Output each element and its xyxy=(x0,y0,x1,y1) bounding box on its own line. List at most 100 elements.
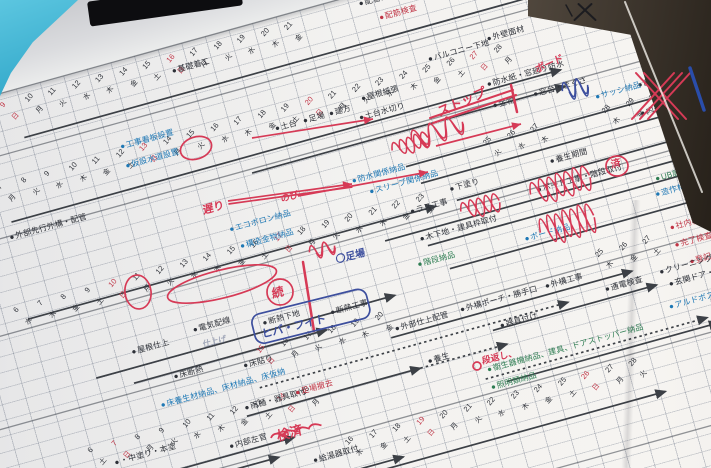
task-text: 完了検査 xyxy=(679,230,711,248)
date-weekday: 土 xyxy=(152,72,163,83)
date-weekday: 水 xyxy=(24,316,35,327)
date-number: 24 xyxy=(396,68,409,81)
date-weekday: 水 xyxy=(337,336,348,347)
date-weekday: 木 xyxy=(213,264,223,275)
task-text: 断熱下地 xyxy=(267,308,302,326)
date-number: 27 xyxy=(528,121,541,134)
date-number: 23 xyxy=(508,388,521,401)
date-weekday: 木 xyxy=(378,218,389,229)
task-text: 屋根仕上 xyxy=(136,337,171,355)
date-number: 26 xyxy=(616,240,629,253)
date-weekday: 水 xyxy=(192,430,203,441)
date-number: 15 xyxy=(254,342,267,355)
date-number: 11 xyxy=(45,85,58,98)
task-text: 養生期間 xyxy=(554,146,589,165)
task-label: ●外部先行外構・配管 xyxy=(8,212,88,242)
date-weekday: 木 xyxy=(105,85,116,96)
date-weekday: 水 xyxy=(497,408,507,419)
date-number: 20 xyxy=(372,309,385,323)
date-number: 11 xyxy=(89,154,102,166)
task-label: ●土台 xyxy=(274,118,298,133)
task-label: ●外壁面材 xyxy=(486,24,526,43)
task-label: ●足場撤去 xyxy=(294,378,335,397)
task-label: ●養生 xyxy=(427,351,451,366)
date-weekday: 木 xyxy=(540,134,551,145)
date-number: 17 xyxy=(231,114,244,127)
task-text: 外部仕上配管 xyxy=(399,309,450,332)
task-label: ●足場 xyxy=(302,110,326,126)
task-text: 足場 xyxy=(307,110,326,124)
task-text: 足場撤去 xyxy=(300,378,335,396)
date-weekday: 木 xyxy=(78,173,89,184)
date-weekday: 月 xyxy=(310,397,321,408)
task-label: ●器具付け xyxy=(499,311,539,330)
task-label: ●ボード納品 xyxy=(523,222,571,243)
date-number: 25 xyxy=(555,375,568,388)
task-label: ●屋根紙張 xyxy=(360,84,400,103)
date-weekday: 月 xyxy=(34,105,45,115)
date-weekday: 金 xyxy=(236,257,247,268)
task-text: 金物 xyxy=(497,95,516,109)
date-weekday: 火 xyxy=(493,148,504,158)
task-text: 断熱工事 xyxy=(334,297,369,316)
date-weekday: 日 xyxy=(426,428,437,439)
date-number: 21 xyxy=(281,19,295,32)
date-number: 20 xyxy=(342,211,355,224)
task-text: 建方 xyxy=(333,103,352,117)
schedule-arrow xyxy=(110,435,296,468)
date-number: 12 xyxy=(227,403,240,417)
date-weekday: 金 xyxy=(294,33,305,43)
date-number: 18 xyxy=(211,39,224,52)
task-text: 基礎着工 xyxy=(176,56,211,74)
date-number: 29 xyxy=(623,96,636,109)
date-number: 25 xyxy=(420,62,433,75)
date-number: 7 xyxy=(34,298,45,308)
date-number: 15 xyxy=(140,58,153,71)
date-weekday: 木 xyxy=(409,82,419,93)
date-weekday: 土 xyxy=(567,388,578,399)
date-number: 28 xyxy=(599,102,612,115)
date-number: 11 xyxy=(203,410,216,423)
schedule-arrow xyxy=(27,203,438,321)
date-weekday: 水 xyxy=(354,224,365,235)
date-number: 17 xyxy=(301,329,314,342)
task-text: 下塗り xyxy=(454,176,481,193)
task-label: ●階段納品 xyxy=(416,249,457,269)
date-weekday: 土 xyxy=(652,247,663,257)
task-text: 階段納品 xyxy=(422,249,457,268)
date-weekday: 火 xyxy=(196,141,207,151)
task-label: ●土台水切り xyxy=(358,101,406,122)
date-number: 17 xyxy=(187,45,200,58)
date-weekday: 日 xyxy=(479,62,490,73)
task-text: 器具付け xyxy=(504,311,539,329)
task-text: 衛生器機納品、建具、ドアストッパー納品 xyxy=(491,322,645,373)
task-label: ●金物 xyxy=(492,95,516,110)
task-label: ●衛生器機納品、建具、ドアストッパー納品 xyxy=(486,322,645,374)
task-text: 仮設水道設置 xyxy=(130,146,181,169)
date-number: 9 xyxy=(0,100,8,110)
date-weekday: 火 xyxy=(331,231,342,242)
task-label: ●給湯器取付 xyxy=(312,443,360,465)
schedule-arrow xyxy=(246,365,423,418)
date-weekday: 火 xyxy=(313,343,324,353)
task-label: ●屋根仕上 xyxy=(130,337,171,357)
task-label: ●床貼り xyxy=(242,353,274,370)
date-weekday: 日 xyxy=(10,111,21,122)
date-number: 10 xyxy=(180,417,193,430)
date-weekday: 水 xyxy=(54,180,65,191)
date-number: 21 xyxy=(365,204,379,217)
date-number: 22 xyxy=(389,198,402,211)
date-weekday: 日 xyxy=(118,290,129,301)
date-weekday: 木 xyxy=(216,424,227,434)
task-label: ●養生期間 xyxy=(549,146,589,166)
date-weekday: 木 xyxy=(270,39,281,50)
task-text: 外部先行外構・配管 xyxy=(14,212,88,241)
date-weekday: 月 xyxy=(142,283,153,294)
date-number: 19 xyxy=(234,32,247,45)
task-text: 給湯器取付 xyxy=(317,443,360,464)
schedule-arrow xyxy=(390,268,634,339)
date-weekday: 金 xyxy=(71,303,82,314)
date-weekday: 金 xyxy=(102,167,113,178)
